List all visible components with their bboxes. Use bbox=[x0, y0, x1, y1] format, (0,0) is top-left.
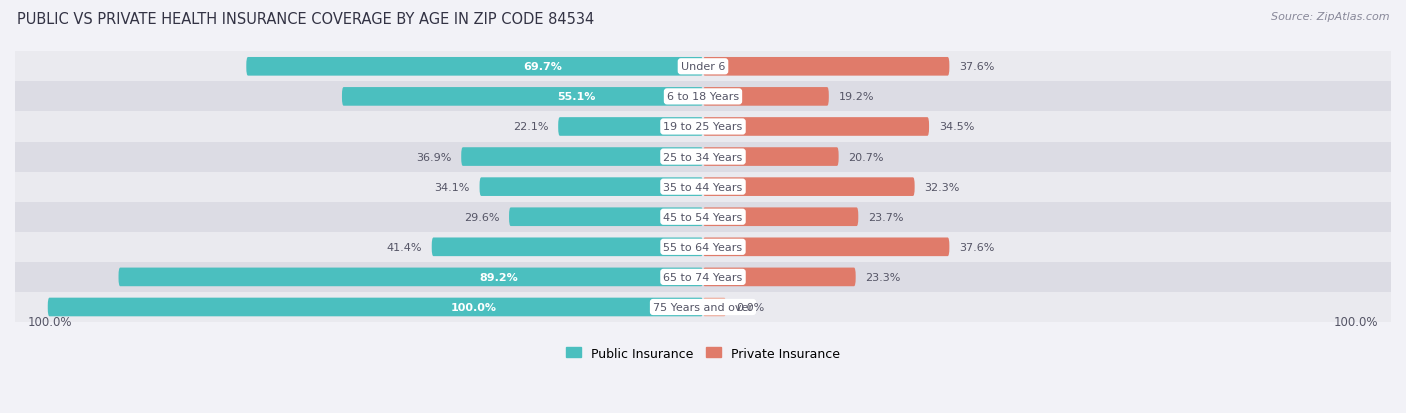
FancyBboxPatch shape bbox=[342, 88, 703, 107]
FancyBboxPatch shape bbox=[118, 268, 703, 287]
Text: 35 to 44 Years: 35 to 44 Years bbox=[664, 182, 742, 192]
Text: 36.9%: 36.9% bbox=[416, 152, 451, 162]
Text: 69.7%: 69.7% bbox=[523, 62, 562, 72]
Bar bbox=[15, 232, 1391, 262]
FancyBboxPatch shape bbox=[703, 178, 915, 197]
Text: 65 to 74 Years: 65 to 74 Years bbox=[664, 272, 742, 282]
Text: 34.5%: 34.5% bbox=[939, 122, 974, 132]
Bar bbox=[15, 172, 1391, 202]
FancyBboxPatch shape bbox=[479, 178, 703, 197]
Text: 55.1%: 55.1% bbox=[557, 92, 596, 102]
Bar bbox=[15, 292, 1391, 322]
Text: PUBLIC VS PRIVATE HEALTH INSURANCE COVERAGE BY AGE IN ZIP CODE 84534: PUBLIC VS PRIVATE HEALTH INSURANCE COVER… bbox=[17, 12, 595, 27]
FancyBboxPatch shape bbox=[558, 118, 703, 136]
Bar bbox=[15, 52, 1391, 82]
FancyBboxPatch shape bbox=[432, 238, 703, 256]
Legend: Public Insurance, Private Insurance: Public Insurance, Private Insurance bbox=[561, 342, 845, 365]
Bar bbox=[15, 112, 1391, 142]
FancyBboxPatch shape bbox=[703, 58, 949, 76]
Text: 34.1%: 34.1% bbox=[434, 182, 470, 192]
FancyBboxPatch shape bbox=[703, 88, 828, 107]
Text: 37.6%: 37.6% bbox=[959, 242, 994, 252]
FancyBboxPatch shape bbox=[703, 148, 838, 166]
FancyBboxPatch shape bbox=[703, 268, 856, 287]
Bar bbox=[15, 202, 1391, 232]
FancyBboxPatch shape bbox=[461, 148, 703, 166]
Text: 100.0%: 100.0% bbox=[1333, 315, 1378, 328]
Bar bbox=[15, 142, 1391, 172]
Text: 55 to 64 Years: 55 to 64 Years bbox=[664, 242, 742, 252]
FancyBboxPatch shape bbox=[703, 298, 725, 316]
Text: 20.7%: 20.7% bbox=[848, 152, 884, 162]
Text: 6 to 18 Years: 6 to 18 Years bbox=[666, 92, 740, 102]
Text: 32.3%: 32.3% bbox=[925, 182, 960, 192]
FancyBboxPatch shape bbox=[48, 298, 703, 316]
Text: 23.7%: 23.7% bbox=[868, 212, 904, 222]
Text: 100.0%: 100.0% bbox=[451, 302, 496, 312]
Text: 89.2%: 89.2% bbox=[479, 272, 517, 282]
Bar bbox=[15, 82, 1391, 112]
FancyBboxPatch shape bbox=[509, 208, 703, 226]
Text: 29.6%: 29.6% bbox=[464, 212, 499, 222]
Text: 100.0%: 100.0% bbox=[28, 315, 73, 328]
Text: Source: ZipAtlas.com: Source: ZipAtlas.com bbox=[1271, 12, 1389, 22]
Text: 45 to 54 Years: 45 to 54 Years bbox=[664, 212, 742, 222]
FancyBboxPatch shape bbox=[703, 238, 949, 256]
Text: 37.6%: 37.6% bbox=[959, 62, 994, 72]
Text: Under 6: Under 6 bbox=[681, 62, 725, 72]
Text: 25 to 34 Years: 25 to 34 Years bbox=[664, 152, 742, 162]
FancyBboxPatch shape bbox=[246, 58, 703, 76]
FancyBboxPatch shape bbox=[703, 118, 929, 136]
Text: 0.0%: 0.0% bbox=[735, 302, 763, 312]
Text: 75 Years and over: 75 Years and over bbox=[652, 302, 754, 312]
Bar bbox=[15, 262, 1391, 292]
Text: 22.1%: 22.1% bbox=[513, 122, 548, 132]
Text: 19.2%: 19.2% bbox=[838, 92, 875, 102]
Text: 41.4%: 41.4% bbox=[387, 242, 422, 252]
Text: 23.3%: 23.3% bbox=[866, 272, 901, 282]
Text: 19 to 25 Years: 19 to 25 Years bbox=[664, 122, 742, 132]
FancyBboxPatch shape bbox=[703, 208, 858, 226]
